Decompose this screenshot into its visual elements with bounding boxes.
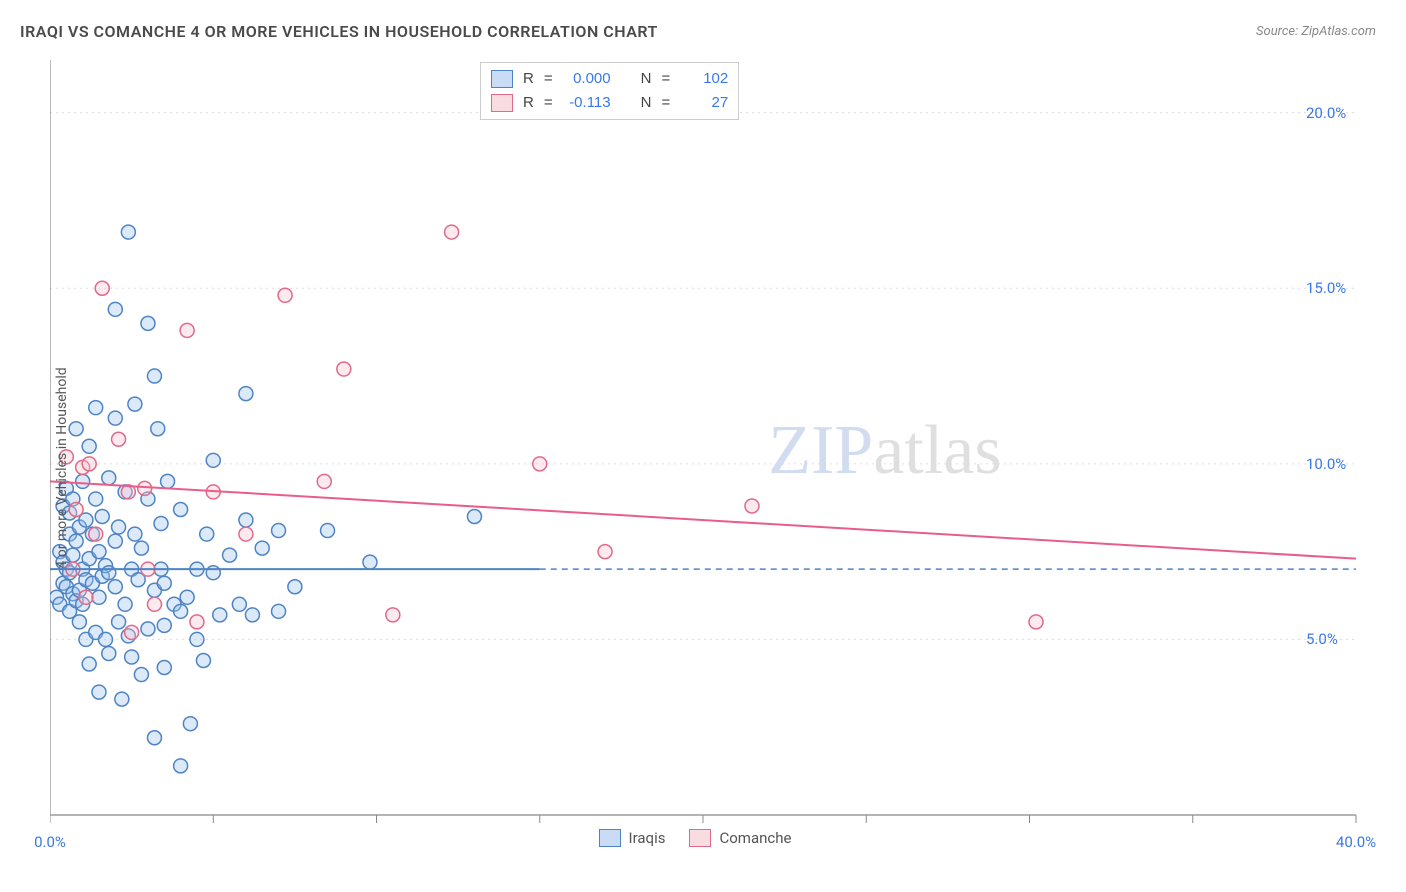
scatter-plot — [50, 60, 1390, 860]
x-tick-label: 40.0% — [1336, 833, 1376, 851]
stats-legend-row: R=0.000N=102 — [491, 67, 728, 91]
legend-n-value: 102 — [680, 67, 728, 91]
series-legend: Iraqis Comanche — [599, 829, 792, 847]
series-legend-label: Iraqis — [629, 829, 666, 847]
legend-n-label: N — [641, 67, 652, 91]
legend-swatch — [689, 829, 711, 847]
legend-r-label: R — [523, 91, 534, 115]
y-tick-label: 10.0% — [1306, 455, 1346, 473]
chart-title: IRAQI VS COMANCHE 4 OR MORE VEHICLES IN … — [20, 22, 658, 41]
legend-n-label: N — [641, 91, 652, 115]
legend-r-value: -0.113 — [563, 91, 611, 115]
y-axis-label: 4 or more Vehicles in Household — [54, 367, 70, 568]
source-label: Source: ZipAtlas.com — [1256, 24, 1376, 39]
y-tick-label: 15.0% — [1306, 279, 1346, 297]
x-tick-label: 0.0% — [34, 833, 66, 851]
legend-n-value: 27 — [680, 91, 728, 115]
y-tick-label: 5.0% — [1306, 630, 1338, 648]
legend-r-value: 0.000 — [563, 67, 611, 91]
legend-swatch — [491, 94, 513, 112]
chart-container: 4 or more Vehicles in Household ZIPatlas… — [50, 60, 1390, 860]
series-legend-item: Iraqis — [599, 829, 666, 847]
legend-swatch — [491, 70, 513, 88]
series-legend-label: Comanche — [719, 829, 791, 847]
series-legend-item: Comanche — [689, 829, 791, 847]
legend-swatch — [599, 829, 621, 847]
stats-legend: R=0.000N=102R=-0.113N=27 — [480, 62, 739, 120]
legend-r-label: R — [523, 67, 534, 91]
y-tick-label: 20.0% — [1306, 104, 1346, 122]
stats-legend-row: R=-0.113N=27 — [491, 91, 728, 115]
